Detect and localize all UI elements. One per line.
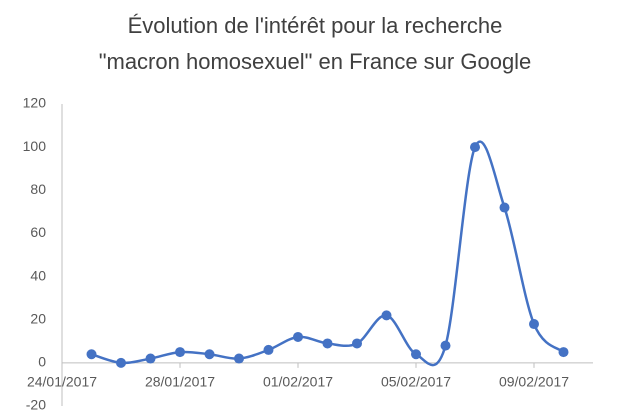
x-tick-label: 05/02/2017 bbox=[381, 374, 451, 390]
marker bbox=[558, 347, 569, 358]
marker bbox=[352, 338, 362, 349]
y-tick-label: 60 bbox=[30, 224, 46, 240]
y-tick-label: 0 bbox=[38, 354, 46, 370]
chart-title: Évolution de l'intérêt pour la recherche bbox=[128, 13, 503, 38]
y-tick-label: 40 bbox=[30, 267, 46, 283]
marker bbox=[204, 349, 215, 360]
y-tick-label: 80 bbox=[30, 181, 46, 197]
y-tick-label: 100 bbox=[23, 138, 47, 154]
marker bbox=[470, 142, 480, 153]
x-tick-label: 28/01/2017 bbox=[145, 374, 215, 390]
line bbox=[91, 140, 565, 367]
marker bbox=[499, 202, 510, 213]
marker bbox=[116, 357, 126, 368]
y-tick-label: -20 bbox=[26, 397, 46, 413]
marker bbox=[175, 347, 185, 358]
marker bbox=[293, 331, 303, 342]
marker bbox=[411, 349, 421, 360]
marker bbox=[86, 349, 97, 360]
y-tick-label: 120 bbox=[23, 95, 47, 111]
x-tick-label: 24/01/2017 bbox=[27, 374, 97, 390]
marker bbox=[263, 344, 274, 355]
x-tick-label: 01/02/2017 bbox=[263, 374, 333, 390]
marker bbox=[529, 319, 539, 330]
marker bbox=[234, 353, 244, 364]
chart-title: "macron homosexuel" en France sur Google bbox=[99, 49, 532, 74]
marker bbox=[381, 310, 392, 321]
marker bbox=[145, 353, 156, 364]
y-tick-label: 20 bbox=[30, 310, 46, 326]
marker bbox=[322, 338, 333, 349]
marker bbox=[440, 340, 451, 351]
x-tick-label: 09/02/2017 bbox=[499, 374, 569, 390]
